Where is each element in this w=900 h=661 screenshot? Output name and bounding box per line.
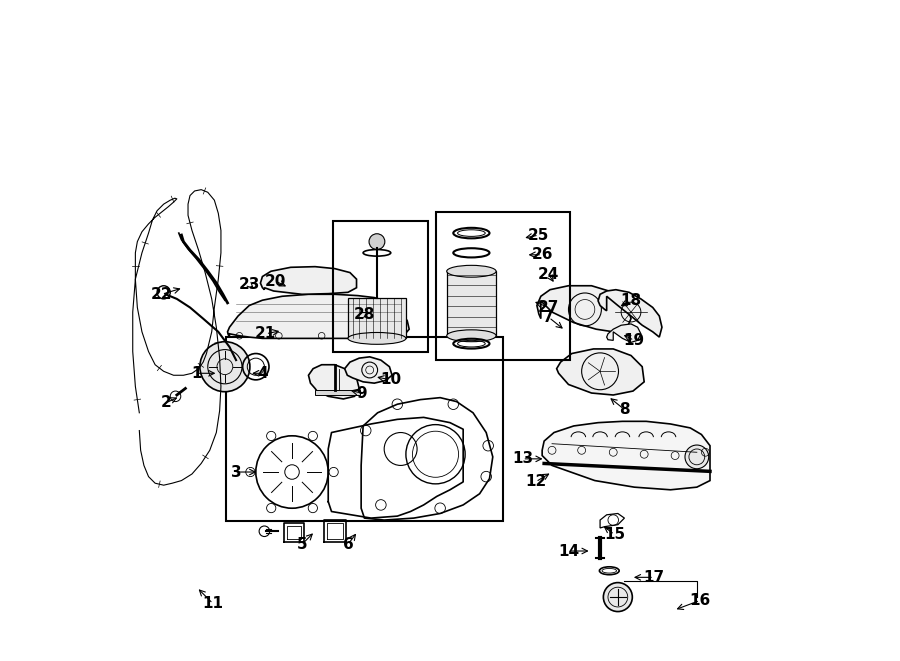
Bar	[333, 221, 428, 352]
Text: 3: 3	[230, 465, 241, 479]
Text: 20: 20	[265, 274, 286, 289]
Text: 10: 10	[380, 372, 401, 387]
Text: 12: 12	[525, 475, 546, 489]
Text: 24: 24	[538, 267, 560, 282]
Bar	[226, 337, 503, 522]
Ellipse shape	[446, 265, 496, 277]
Text: 25: 25	[528, 227, 550, 243]
Text: 28: 28	[354, 307, 375, 321]
Polygon shape	[542, 421, 710, 490]
Text: 2: 2	[160, 395, 171, 410]
Text: 15: 15	[604, 527, 626, 542]
Text: 6: 6	[343, 537, 354, 552]
Bar	[446, 271, 496, 336]
Ellipse shape	[446, 330, 496, 342]
Text: 21: 21	[255, 327, 276, 341]
Text: 13: 13	[512, 451, 533, 467]
Text: 27: 27	[538, 300, 560, 315]
Text: 22: 22	[151, 287, 173, 302]
Polygon shape	[556, 349, 644, 395]
Circle shape	[200, 342, 250, 392]
Polygon shape	[537, 286, 631, 332]
Text: 9: 9	[356, 385, 366, 401]
Circle shape	[603, 582, 633, 611]
Polygon shape	[345, 357, 392, 383]
Text: 17: 17	[644, 570, 664, 585]
Text: 19: 19	[624, 333, 645, 348]
Text: 26: 26	[531, 247, 553, 262]
Text: 14: 14	[558, 543, 579, 559]
Circle shape	[369, 234, 385, 250]
Polygon shape	[260, 266, 356, 294]
Text: 1: 1	[192, 366, 202, 381]
Polygon shape	[228, 294, 410, 338]
Text: 16: 16	[689, 593, 711, 608]
Text: 18: 18	[620, 293, 642, 309]
Text: 11: 11	[202, 596, 223, 611]
Ellipse shape	[348, 332, 406, 344]
Text: 4: 4	[257, 366, 267, 381]
Circle shape	[685, 445, 708, 469]
Bar	[348, 297, 406, 338]
Text: 5: 5	[297, 537, 307, 552]
Text: 7: 7	[544, 310, 554, 325]
Text: 8: 8	[619, 402, 630, 417]
Polygon shape	[309, 365, 359, 399]
Polygon shape	[607, 324, 641, 342]
Bar	[436, 212, 571, 360]
Bar	[315, 390, 360, 395]
Text: 23: 23	[238, 277, 260, 292]
Polygon shape	[598, 290, 662, 337]
